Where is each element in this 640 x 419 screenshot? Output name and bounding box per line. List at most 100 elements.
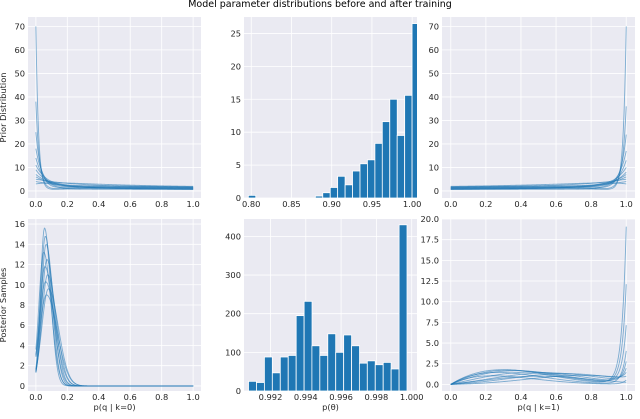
y-tick-label: 300	[225, 270, 241, 280]
density-curve	[35, 294, 194, 387]
x-tick-label: 0.8	[585, 392, 598, 402]
y-axis-label: Prior Distribution	[0, 72, 8, 142]
plot-area	[442, 17, 635, 198]
y-tick-label: 12	[14, 260, 25, 270]
density-curve	[450, 181, 627, 190]
y-tick-label: 400	[225, 231, 241, 241]
y-tick-label: 0	[236, 386, 241, 396]
histogram-bar	[319, 355, 329, 391]
histogram-bar	[382, 361, 392, 391]
y-tick-label: 10	[14, 162, 25, 172]
y-tick-label: 17.5	[421, 235, 439, 245]
y-tick-label: 7.5	[426, 317, 439, 327]
histogram-bar	[398, 224, 408, 391]
histogram-bar	[322, 192, 331, 198]
histogram-bar	[311, 345, 321, 391]
density-curve	[450, 361, 627, 385]
y-tick-label: 20	[230, 61, 241, 71]
y-tick-label: 200	[225, 309, 241, 319]
y-tick-label: 10.0	[421, 297, 439, 307]
histogram-bar	[256, 382, 265, 391]
density-curve	[450, 174, 627, 189]
x-tick-label: 0.2	[61, 392, 74, 402]
y-tick-label: 10	[14, 280, 25, 290]
x-tick-label: 0.2	[479, 199, 492, 209]
histogram-bar	[329, 187, 339, 198]
plot-area	[442, 219, 635, 391]
x-tick-label: 0.2	[479, 392, 492, 402]
y-tick-label: 5.0	[426, 338, 439, 348]
density-curve	[450, 171, 627, 189]
histogram-bar	[303, 300, 313, 391]
density-curve	[35, 182, 194, 187]
x-axis-label: p(q | k=0)	[93, 402, 135, 412]
y-tick-label: 10	[428, 162, 439, 172]
x-axis-label: p(q | k=1)	[517, 402, 559, 412]
density-curve	[450, 374, 627, 385]
histogram-bar	[381, 121, 391, 198]
y-tick-label: 30	[428, 115, 439, 125]
plot-area	[28, 17, 201, 198]
panel-posterior-q0: 0.0 0.2 0.4 0.6 0.8 1.0 0 2 4 6 8 10 12 14 16 p(q | k=0…	[0, 219, 201, 412]
x-tick-label: 0.0	[444, 199, 457, 209]
histogram-bar	[411, 23, 417, 198]
x-tick-label: 0.996	[329, 392, 353, 402]
histogram-bar	[271, 372, 281, 391]
x-tick-label: 0.6	[124, 199, 137, 209]
histogram-bar	[390, 368, 400, 391]
histogram-bar	[359, 163, 368, 198]
histogram-bar	[295, 315, 305, 391]
y-tick-label: 12.5	[421, 276, 439, 286]
panel-posterior-theta: 0.992 0.994 0.996 0.998 1.000 0 100 200 300 400 p(…	[225, 219, 424, 412]
plot-marks	[450, 226, 627, 385]
x-tick-label: 0.6	[549, 392, 562, 402]
y-tick-label: 2	[20, 361, 25, 371]
panel-prior-q0: 0.0 0.2 0.4 0.6 0.8 1.0 0 10 20 30 40 50 60 70 Prior D…	[0, 17, 201, 209]
y-tick-label: 5	[236, 160, 241, 170]
plot-marks	[248, 224, 408, 391]
x-tick-label: 1.0	[620, 392, 633, 402]
x-tick-label: 0.8	[585, 199, 598, 209]
y-tick-label: 70	[428, 21, 439, 31]
y-tick-label: 15	[230, 94, 241, 104]
x-tick-label: 0.4	[92, 392, 105, 402]
y-tick-label: 16	[14, 219, 25, 229]
x-tick-label: 0.4	[514, 392, 527, 402]
x-tick-label: 1.00	[403, 199, 421, 209]
histogram-bar	[247, 194, 257, 198]
y-tick-label: 100	[225, 347, 241, 357]
histogram-bar	[344, 184, 353, 198]
plot-marks	[450, 26, 627, 190]
x-tick-label: 0.0	[29, 392, 42, 402]
histogram-bar	[287, 355, 297, 391]
y-tick-label: 0	[236, 193, 241, 203]
y-tick-label: 0.0	[426, 379, 439, 389]
figure-title: Model parameter distributions before and…	[188, 0, 452, 10]
histogram-bar	[366, 360, 376, 391]
y-tick-label: 0	[434, 186, 439, 196]
panel-prior-theta: 0.80 0.85 0.90 0.95 1.00 0 5 10 15 20 25	[230, 17, 421, 209]
histogram-bar	[358, 362, 368, 391]
x-tick-label: 0.2	[61, 199, 74, 209]
x-tick-label: 0.4	[92, 199, 105, 209]
panel-prior-q1: 0.0 0.2 0.4 0.6 0.8 1.0 0 10 20 30 40 50 60 70	[428, 17, 635, 209]
x-tick-label: 0.80	[242, 199, 260, 209]
histogram-bar	[389, 98, 398, 198]
x-tick-label: 0.0	[29, 199, 42, 209]
x-tick-label: 1.0	[187, 199, 200, 209]
x-axis-label: p(θ)	[322, 402, 339, 412]
plot-marks	[247, 23, 417, 198]
y-tick-label: 20.0	[421, 214, 439, 224]
histogram-bar	[374, 142, 383, 198]
y-tick-label: 14	[14, 239, 25, 249]
histogram-bar	[337, 175, 346, 198]
y-tick-label: 20	[428, 139, 439, 149]
y-tick-label: 60	[428, 45, 439, 55]
x-tick-label: 0.8	[155, 392, 168, 402]
y-tick-label: 40	[428, 92, 439, 102]
histogram-bar	[279, 356, 289, 391]
histogram-bar	[351, 345, 360, 391]
x-tick-label: 0.998	[365, 392, 389, 402]
